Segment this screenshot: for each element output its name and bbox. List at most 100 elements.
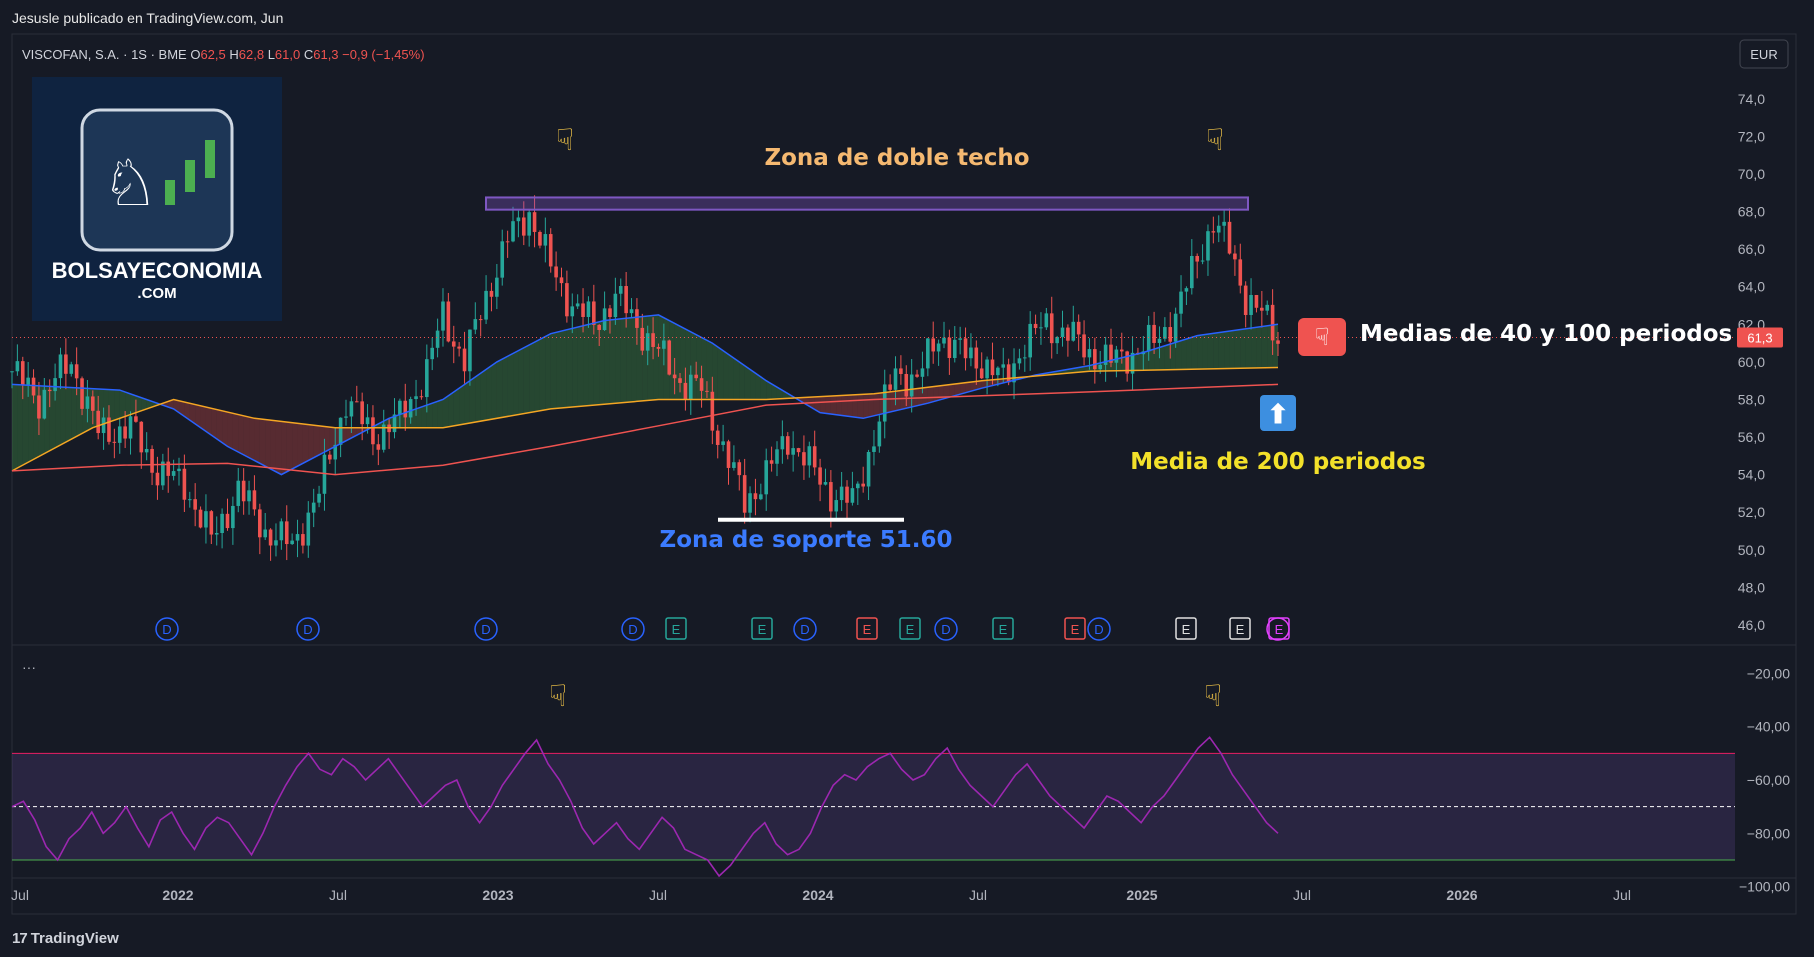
ma-cloud-segment [814,396,821,413]
candle-body [958,338,962,340]
ma-cloud-segment [631,317,637,402]
candle-body [996,367,1000,376]
dividend-event-marker [621,617,645,641]
candle-body [231,505,235,529]
time-axis-label: Jul [329,887,347,903]
ma-cloud-segment [733,358,740,400]
ma-cloud-segment [545,333,551,410]
price-axis-label: 60,0 [1738,354,1765,370]
time-axis-label: 2023 [482,887,513,903]
price-axis-label: 56,0 [1738,429,1765,445]
candle-body [306,512,311,546]
time-axis-label: Jul [1613,887,1631,903]
ma-cloud-segment [744,365,751,400]
price-axis-label: 66,0 [1738,241,1765,257]
ma-cloud-segment [922,387,928,405]
ma-cloud-segment [227,411,233,450]
ma-cloud-segment [604,319,610,405]
ma-cloud-segment [1256,326,1262,368]
dividend-event-marker [934,617,958,641]
candle-body [527,212,531,236]
candle-body [225,513,230,529]
ma-200-label: Media de 200 periodos [1130,449,1426,475]
candle-body [785,436,790,455]
legend-value: L [268,47,275,62]
candle-body [408,399,413,418]
ma-cloud-segment [728,354,734,400]
candle-body [1103,344,1108,365]
oscillator-axis-label: −100,00 [1739,879,1790,895]
candle-body [500,241,505,278]
ma-cloud-segment [265,419,271,469]
candle-body [301,534,305,546]
candle-body [543,234,548,246]
candle-body [365,417,370,425]
event-marker-label: E [1071,622,1080,637]
ma-cloud-segment [141,397,147,411]
ma-cloud-segment [577,325,584,407]
ma-cloud-segment [480,369,487,422]
ma-cloud-segment [205,406,212,436]
candle-body [861,483,865,487]
candle-body [31,377,36,396]
candle-body [37,395,41,419]
candle-body [791,448,795,455]
candle-body [85,396,90,409]
candle-body [69,364,74,374]
candle-body [581,303,585,317]
ma-cloud-segment [723,350,729,400]
candle-body [1233,253,1237,260]
oscillator-line [11,736,1279,878]
ma-cloud-segment [739,361,745,400]
ma-cloud-segment [308,424,314,461]
candle-body [672,374,677,379]
symbol-legend[interactable]: VISCOFAN, S.A. · 1S · BME O62,5 H62,8 L6… [22,47,425,62]
ma-cloud-segment [200,405,206,432]
candle-body [1265,304,1270,311]
candle-body [468,329,472,372]
ma-cloud-segment [189,403,196,424]
candle-body [586,301,591,317]
earnings-event-marker [1064,617,1086,640]
ma-cloud-segment [270,420,276,472]
candle-body [1168,327,1173,342]
candle-body [947,337,952,359]
candle-body [635,309,639,328]
candle-body [484,290,488,320]
ma-cloud-segment [841,395,848,417]
candle-body [1093,349,1097,370]
candle-body [290,540,294,545]
ma-cloud-segment [1224,331,1230,369]
price-axis-label: 46,0 [1738,617,1765,633]
price-axis-label: 68,0 [1738,204,1765,220]
legend-value: 61,3 [313,47,342,62]
candle-body [473,319,478,330]
double-top-zone [485,196,1249,211]
candle-body [559,277,564,284]
ma-cloud-segment [179,400,185,417]
candle-body [1254,294,1259,308]
ma-cloud-segment [275,420,282,475]
candle-body [252,490,257,510]
ma-cloud-segment [1245,328,1252,369]
event-marker-label: E [906,622,915,637]
candle-body [807,446,812,466]
candle-body [489,290,494,297]
candle-body [1270,304,1275,341]
candle-body [20,361,25,385]
legend-value: O [190,47,200,62]
time-axis-label: Jul [11,887,29,903]
ma-cloud-segment [146,399,153,409]
candle-body [1179,291,1183,314]
candle-body [802,452,806,466]
time-axis-label: 2026 [1446,887,1477,903]
time-axis-label: 2024 [802,887,833,903]
tradingview-brand[interactable]: 17 TradingView [12,930,119,947]
candle-body [1033,323,1038,329]
candle-body [430,347,435,360]
candle-body [759,494,763,500]
ma-cloud-segment [755,373,761,400]
candle-body [812,446,817,468]
pointing-down-icon: ☟ [1204,680,1222,713]
